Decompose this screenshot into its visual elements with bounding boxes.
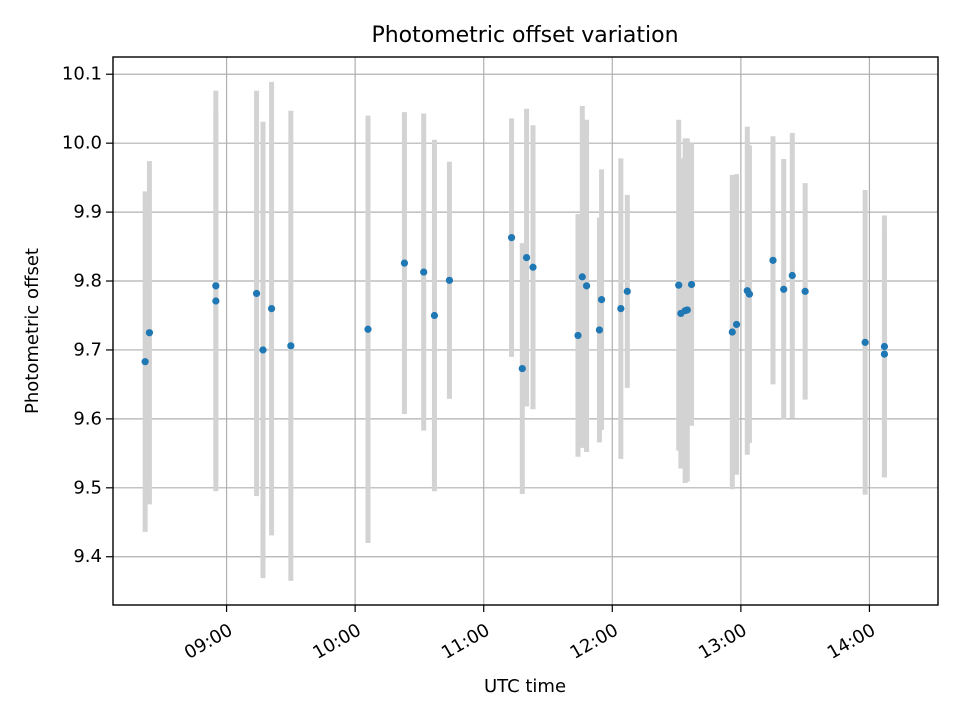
y-tick-label: 10.1 <box>62 64 102 85</box>
data-point <box>769 256 777 264</box>
data-point <box>267 304 276 313</box>
x-tick-label: 09:00 <box>181 620 236 664</box>
data-point <box>259 346 267 354</box>
y-tick-label: 9.6 <box>73 408 102 429</box>
data-point <box>252 289 261 298</box>
data-point <box>141 358 149 366</box>
data-point <box>212 282 220 290</box>
data-point <box>780 285 788 293</box>
data-point <box>623 287 631 295</box>
data-point <box>529 263 537 271</box>
x-tick-label: 14:00 <box>824 620 879 664</box>
data-point <box>445 276 454 284</box>
data-point <box>728 328 736 336</box>
data-point <box>617 304 625 313</box>
x-tick-label: 13:00 <box>695 620 750 664</box>
data-point <box>420 268 428 276</box>
plot-frame <box>112 56 939 606</box>
data-point <box>687 280 696 289</box>
y-tick-layer: 9.4 9.5 9.6 9.7 9.8 9.9 10.0 10.1 <box>62 64 113 567</box>
data-point <box>430 311 439 320</box>
data-point <box>522 253 531 262</box>
y-tick-label: 9.9 <box>73 202 102 223</box>
data-point <box>595 326 604 334</box>
y-tick-label: 9.7 <box>73 339 102 360</box>
data-point <box>597 296 606 304</box>
data-point <box>683 306 691 314</box>
y-tick-label: 9.8 <box>73 271 102 292</box>
data-point <box>400 259 409 267</box>
data-point <box>880 342 889 351</box>
data-point <box>788 271 796 280</box>
data-point <box>364 325 372 333</box>
x-tick-label: 10:00 <box>309 620 364 664</box>
data-point <box>507 233 516 242</box>
data-point <box>518 364 526 373</box>
point-layer <box>141 233 889 373</box>
y-tick-label: 9.4 <box>73 546 102 567</box>
data-point <box>578 273 586 281</box>
data-point <box>745 290 754 298</box>
data-point <box>145 329 154 337</box>
y-axis-label: Photometric offset <box>22 248 43 414</box>
x-tick-label: 12:00 <box>567 620 622 664</box>
data-point <box>574 331 582 340</box>
chart-title: Photometric offset variation <box>371 23 678 48</box>
y-tick-label: 9.5 <box>73 477 102 498</box>
data-point <box>801 287 809 295</box>
x-tick-label: 11:00 <box>438 620 493 664</box>
data-point <box>675 281 683 289</box>
data-point <box>582 282 591 290</box>
data-point <box>732 320 741 329</box>
data-point <box>287 342 295 350</box>
x-axis-label: UTC time <box>484 676 566 697</box>
data-point <box>880 350 889 358</box>
y-tick-label: 10.0 <box>62 133 102 154</box>
x-tick-layer: 09:00 10:00 11:00 12:00 13:00 14:00 <box>181 605 879 664</box>
data-point <box>212 297 220 305</box>
errorbar-layer <box>142 81 887 581</box>
data-point <box>861 338 869 346</box>
